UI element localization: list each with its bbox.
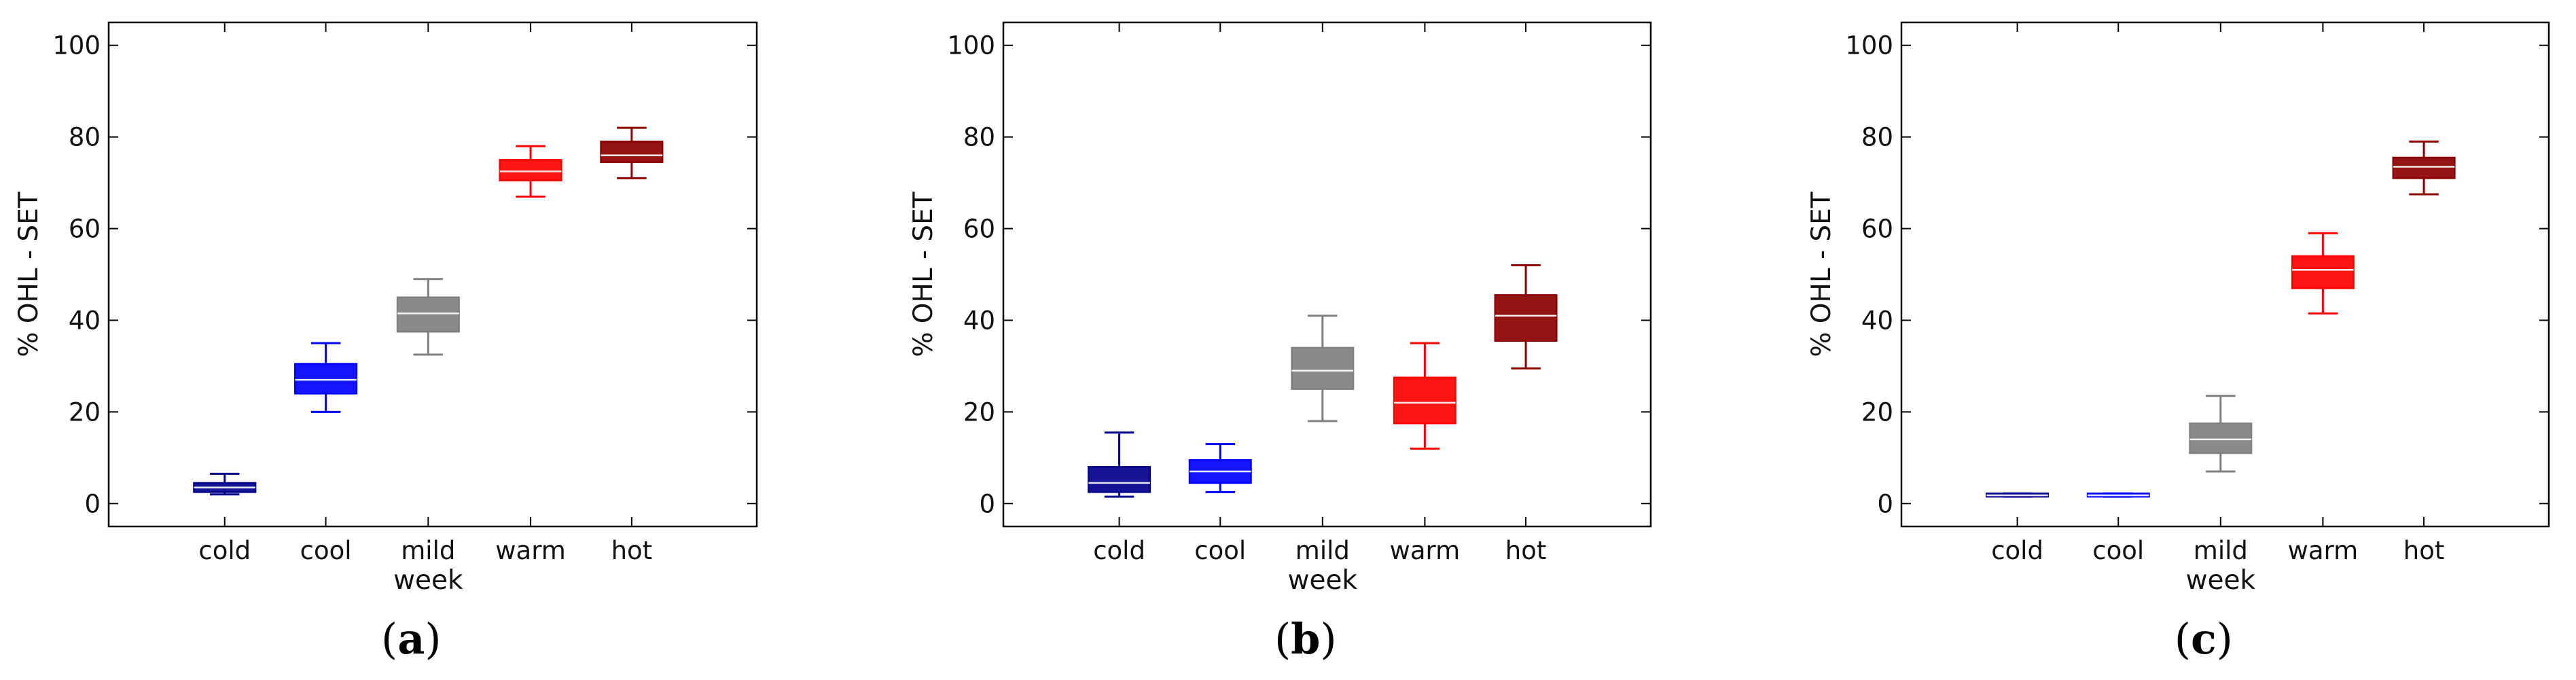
y-tick-label: 60 <box>963 215 995 244</box>
box-iqr <box>2189 422 2253 454</box>
x-tick-label: mild <box>401 536 455 565</box>
y-tick-label: 20 <box>963 397 995 427</box>
y-tick-label: 20 <box>69 397 101 427</box>
box-iqr <box>1088 466 1151 493</box>
x-tick-label: warm <box>1390 536 1461 565</box>
chart-panel-b: 0 20 40 60 80 100 % OHL - SET cold cool mild warm h… <box>908 21 1652 664</box>
plot-frame <box>1900 21 2550 528</box>
y-tick-label: 100 <box>947 31 995 60</box>
x-tick-label: cold <box>1093 536 1145 565</box>
x-axis-label: week <box>1288 565 1358 596</box>
x-tick-label: cool <box>2092 536 2144 565</box>
y-tick-label: 60 <box>69 215 101 244</box>
chart-panel-a: 0 20 40 60 80 100 % OHL - SET cold cool mild warm h… <box>14 21 758 664</box>
y-tick-label: 40 <box>1861 306 1893 335</box>
panel-letter: c <box>2191 614 2217 664</box>
y-axis-label: % OHL - SET <box>14 192 44 357</box>
box-iqr <box>1494 294 1558 342</box>
box-iqr <box>2392 156 2456 179</box>
panel-caption: (a) <box>381 614 442 664</box>
box-iqr <box>396 296 460 333</box>
y-tick-label: 40 <box>69 306 101 335</box>
y-tick-label: 0 <box>1877 489 1893 518</box>
x-tick-label: hot <box>611 536 653 565</box>
y-tick-label: 20 <box>1861 397 1893 427</box>
box-cold: cold <box>1088 22 1151 565</box>
box-warm: warm <box>1390 22 1461 565</box>
x-tick-label: warm <box>2288 536 2359 565</box>
box-iqr <box>1393 376 1456 425</box>
box-mild: mild <box>396 22 460 565</box>
box-hot: hot <box>1494 22 1558 565</box>
box-mild: mild <box>1291 22 1355 565</box>
chart-panel-c: 0 20 40 60 80 100 % OHL - SET cold cool mild warm h… <box>1806 21 2550 664</box>
x-tick-label: hot <box>1505 536 1547 565</box>
box-iqr <box>600 141 664 163</box>
plot-frame <box>107 21 758 528</box>
panel-caption: (c) <box>2175 614 2233 664</box>
y-tick-label: 0 <box>84 489 101 518</box>
x-tick-label: cold <box>1991 536 2043 565</box>
x-tick-label: mild <box>2194 536 2248 565</box>
panel-letter: b <box>1291 614 1320 664</box>
y-tick-label: 0 <box>979 489 995 518</box>
x-tick-label: cool <box>300 536 352 565</box>
y-tick-label: 100 <box>52 31 101 60</box>
x-tick-label: warm <box>495 536 566 565</box>
x-tick-label: cool <box>1194 536 1246 565</box>
x-tick-label: hot <box>2403 536 2445 565</box>
box-iqr <box>499 159 562 181</box>
panel-caption: (b) <box>1274 614 1337 664</box>
y-axis-label: % OHL - SET <box>908 192 939 357</box>
box-cool: cool <box>1188 22 1252 565</box>
box-cool: cool <box>294 22 358 565</box>
box-mild: mild <box>2189 22 2253 565</box>
box-warm: warm <box>2288 22 2359 565</box>
y-tick-label: 80 <box>69 123 101 152</box>
y-tick-label: 40 <box>963 306 995 335</box>
box-cold: cold <box>1986 22 2050 565</box>
box-iqr <box>2291 255 2355 289</box>
panel-letter: a <box>397 614 425 664</box>
x-axis-label: week <box>393 565 463 596</box>
y-tick-label: 80 <box>963 123 995 152</box>
x-tick-label: mild <box>1295 536 1350 565</box>
y-tick-label: 60 <box>1861 215 1893 244</box>
box-cold: cold <box>193 22 257 565</box>
box-iqr <box>1291 346 1355 390</box>
y-tick-label: 80 <box>1861 123 1893 152</box>
y-axis-label: % OHL - SET <box>1806 192 1837 357</box>
y-tick-label: 100 <box>1845 31 1893 60</box>
box-warm: warm <box>495 22 566 565</box>
box-hot: hot <box>600 22 664 565</box>
x-tick-label: cold <box>198 536 251 565</box>
box-cool: cool <box>2086 22 2150 565</box>
x-axis-label: week <box>2186 565 2256 596</box>
plot-frame <box>1002 21 1652 528</box>
box-iqr <box>294 363 358 395</box>
box-hot: hot <box>2392 22 2456 565</box>
